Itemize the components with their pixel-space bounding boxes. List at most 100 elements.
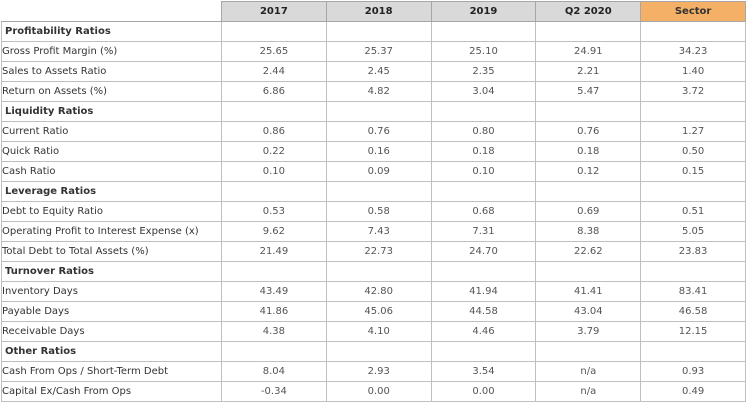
- value-cell: 9.62: [221, 221, 327, 242]
- table-row: Inventory Days 43.49 42.80 41.94 41.41 83.41: [1, 281, 746, 302]
- value-cell: 4.38: [221, 321, 327, 342]
- value-cell: 2.44: [221, 61, 327, 82]
- value-cell: 0.53: [221, 201, 327, 222]
- value-cell: 42.80: [325, 281, 432, 302]
- row-label: Return on Assets (%): [1, 81, 222, 102]
- section-empty-cell: [640, 101, 746, 122]
- column-header-sector: Sector: [640, 1, 746, 22]
- section-empty-cell: [535, 21, 642, 42]
- value-cell: 0.49: [640, 381, 746, 402]
- section-empty-cell: [325, 261, 432, 282]
- value-cell: -0.34: [221, 381, 327, 402]
- row-label: Debt to Equity Ratio: [1, 201, 222, 222]
- value-cell: 0.51: [640, 201, 746, 222]
- value-cell: 2.21: [535, 61, 642, 82]
- section-empty-cell: [221, 261, 327, 282]
- table-row: Capital Ex/Cash From Ops -0.34 0.00 0.00 n/a…: [1, 381, 746, 402]
- value-cell: 43.49: [221, 281, 327, 302]
- row-label: Gross Profit Margin (%): [1, 41, 222, 62]
- value-cell: 2.35: [430, 61, 537, 82]
- value-cell: 0.15: [640, 161, 746, 182]
- value-cell: 24.70: [430, 241, 537, 262]
- row-label: Total Debt to Total Assets (%): [1, 241, 222, 262]
- table-body: Profitability Ratios Gross Profit Margin …: [1, 21, 746, 402]
- value-cell: 0.86: [221, 121, 327, 142]
- value-cell: 7.31: [430, 221, 537, 242]
- section-empty-cell: [430, 261, 537, 282]
- section-empty-cell: [535, 181, 642, 202]
- value-cell: 1.27: [640, 121, 746, 142]
- row-label: Current Ratio: [1, 121, 222, 142]
- value-cell: 46.58: [640, 301, 746, 322]
- value-cell: n/a: [535, 361, 642, 382]
- value-cell: 0.18: [430, 141, 537, 162]
- value-cell: 0.69: [535, 201, 642, 222]
- value-cell: 3.79: [535, 321, 642, 342]
- section-empty-cell: [640, 341, 746, 362]
- value-cell: 3.72: [640, 81, 746, 102]
- table-row: Return on Assets (%) 6.86 4.82 3.04 5.47 3.72: [1, 81, 746, 102]
- table-row: Debt to Equity Ratio 0.53 0.58 0.68 0.69 0.51: [1, 201, 746, 222]
- section-empty-cell: [325, 21, 432, 42]
- value-cell: 2.93: [325, 361, 432, 382]
- section-title: Profitability Ratios: [1, 21, 222, 42]
- row-label: Inventory Days: [1, 281, 222, 302]
- value-cell: 25.10: [430, 41, 537, 62]
- value-cell: 25.65: [221, 41, 327, 62]
- row-label: Quick Ratio: [1, 141, 222, 162]
- section-empty-cell: [640, 261, 746, 282]
- value-cell: 25.37: [325, 41, 432, 62]
- section-empty-cell: [640, 181, 746, 202]
- table-row: Total Debt to Total Assets (%) 21.49 22.73…: [1, 241, 746, 262]
- section-empty-cell: [430, 181, 537, 202]
- row-label: Payable Days: [1, 301, 222, 322]
- section-header-row: Other Ratios: [1, 341, 746, 362]
- value-cell: 12.15: [640, 321, 746, 342]
- column-header-2019: 2019: [430, 1, 537, 22]
- value-cell: 34.23: [640, 41, 746, 62]
- value-cell: 3.54: [430, 361, 537, 382]
- table-row: Sales to Assets Ratio 2.44 2.45 2.35 2.21 1.4…: [1, 61, 746, 82]
- section-empty-cell: [325, 101, 432, 122]
- value-cell: 5.47: [535, 81, 642, 102]
- table-row: Gross Profit Margin (%) 25.65 25.37 25.10 24…: [1, 41, 746, 62]
- section-empty-cell: [430, 341, 537, 362]
- value-cell: 0.10: [221, 161, 327, 182]
- value-cell: 41.86: [221, 301, 327, 322]
- value-cell: 0.00: [430, 381, 537, 402]
- section-empty-cell: [221, 101, 327, 122]
- value-cell: 6.86: [221, 81, 327, 102]
- value-cell: 0.00: [325, 381, 432, 402]
- value-cell: 5.05: [640, 221, 746, 242]
- value-cell: n/a: [535, 381, 642, 402]
- value-cell: 0.76: [325, 121, 432, 142]
- table-row: Cash Ratio 0.10 0.09 0.10 0.12 0.15: [1, 161, 746, 182]
- table-row: Quick Ratio 0.22 0.16 0.18 0.18 0.50: [1, 141, 746, 162]
- section-empty-cell: [430, 101, 537, 122]
- header-row: 2017 2018 2019 Q2 2020 Sector: [1, 1, 746, 22]
- section-empty-cell: [221, 181, 327, 202]
- value-cell: 0.22: [221, 141, 327, 162]
- section-header-row: Profitability Ratios: [1, 21, 746, 42]
- value-cell: 0.80: [430, 121, 537, 142]
- table-row: Payable Days 41.86 45.06 44.58 43.04 46.58: [1, 301, 746, 322]
- section-empty-cell: [221, 341, 327, 362]
- section-empty-cell: [325, 341, 432, 362]
- value-cell: 0.50: [640, 141, 746, 162]
- section-header-row: Turnover Ratios: [1, 261, 746, 282]
- value-cell: 4.82: [325, 81, 432, 102]
- table-row: Receivable Days 4.38 4.10 4.46 3.79 12.15: [1, 321, 746, 342]
- value-cell: 0.16: [325, 141, 432, 162]
- header-corner-cell: [1, 1, 222, 22]
- value-cell: 41.94: [430, 281, 537, 302]
- row-label: Cash From Ops / Short-Term Debt: [1, 361, 222, 382]
- value-cell: 21.49: [221, 241, 327, 262]
- value-cell: 0.09: [325, 161, 432, 182]
- value-cell: 0.68: [430, 201, 537, 222]
- value-cell: 3.04: [430, 81, 537, 102]
- section-header-row: Liquidity Ratios: [1, 101, 746, 122]
- section-empty-cell: [535, 101, 642, 122]
- section-title: Leverage Ratios: [1, 181, 222, 202]
- table-row: Current Ratio 0.86 0.76 0.80 0.76 1.27: [1, 121, 746, 142]
